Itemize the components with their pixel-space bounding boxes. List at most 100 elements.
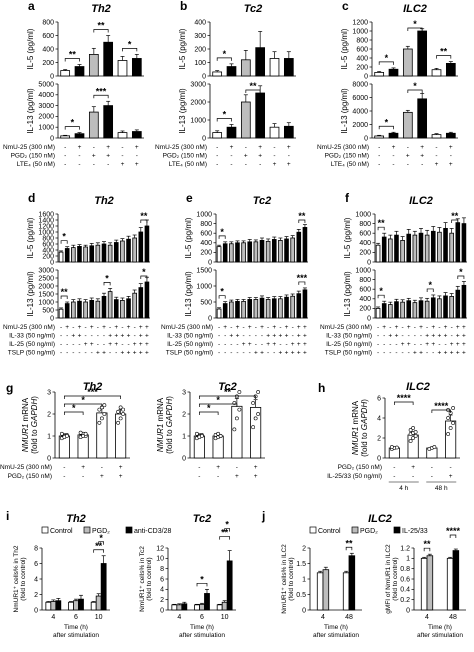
panel-g-Th2-data-point (99, 416, 104, 421)
panel-d-sub1-sig-label: ** (61, 287, 69, 297)
panel-a-condition-label: NmU-25 (300 nM) (3, 144, 55, 151)
panel-e-sub1-13-bar (296, 293, 302, 319)
panel-g-Tc2-sig-label: ** (224, 387, 232, 397)
panel-g-condition-sign: - (63, 464, 65, 471)
panel-d-sub0-y-tick-label: 1200 (38, 223, 54, 230)
panel-g-Tc2-y-tick-label: 2 (182, 411, 186, 418)
panel-b-sub0-2-bar (240, 59, 251, 77)
panel-e-condition-sign: - (267, 350, 269, 357)
panel-i-g0-y-tick-label: 6 (34, 561, 38, 568)
panel-j-g1-y-tick-label: 0 (406, 607, 410, 614)
panel-e-sub1-y-tick-label: 500 (200, 299, 212, 306)
panel-h-condition-sign: - (393, 473, 395, 480)
panel-i-g0-x-tick-label: 4 (51, 614, 55, 621)
panel-e-condition-sign: + (291, 341, 295, 348)
panel-g-Tc2-data-point (234, 416, 239, 421)
panel-j-g1-sig-bracket (449, 534, 457, 539)
panel-d-condition-sign: + (139, 341, 143, 348)
panel-j-g0-x0-s1-bar (322, 569, 330, 611)
panel-f-sub1-y-label: IL-13 (pg/ml) (343, 271, 352, 317)
panel-g-Th2-data-point (121, 412, 126, 416)
panel-e-condition-sign: + (297, 324, 301, 331)
panel-d-sub1-y-tick-label: 1000 (38, 299, 54, 306)
panel-e-sub1-11-bar (284, 296, 289, 319)
panel-c-condition-sign: + (449, 161, 453, 168)
panel-e-condition-sign: - (249, 333, 251, 340)
panel-e-sub0-14-bar (302, 227, 308, 263)
panel-e-condition-sign: - (261, 333, 263, 340)
panel-b-condition-sign: - (230, 153, 232, 160)
panel-e-sub0-10-bar (278, 239, 283, 263)
panel-f-condition-sign: - (383, 350, 385, 357)
panel-a-sub0-1-bar (74, 66, 85, 77)
panel-d-sub1-0-bar (58, 308, 64, 319)
panel-d-sub1-7-bar (101, 295, 107, 319)
panel-a-sub1-3-bar (103, 105, 114, 139)
panel-d-sub1-12-bar (132, 292, 137, 319)
panel-f-sub0-1-bar (381, 236, 387, 263)
panel-b-sub1-5-bar (283, 125, 294, 139)
panel-e-sub0-sig-bracket (298, 219, 306, 223)
panel-e-condition-sign: + (266, 333, 270, 340)
panel-i-g1-x1-s1-bar (199, 603, 205, 611)
panel-g-Th2-data-point (121, 407, 126, 412)
panel-h-y-tick-label: 4 (377, 415, 381, 422)
panel-f-sub1-y-tick-label: 1000 (355, 267, 371, 274)
panel-e-condition-sign: - (261, 341, 263, 348)
panel-d-condition-sign: - (72, 350, 74, 357)
panel-i-g1-x0-s1-bar (176, 604, 183, 611)
panel-d-sub0-7-bar (101, 243, 107, 263)
panel-d-sub0-9-bar (113, 242, 119, 263)
panel-j-legend-swatch (351, 526, 359, 534)
panel-e-sub1-12-bar (290, 295, 295, 319)
panel-i-g1-y-tick-label: 6 (160, 576, 164, 583)
panel-g-condition-sign: - (198, 473, 200, 480)
panel-e-condition-sign: + (266, 341, 270, 348)
panel-e-sub1-sig-label: *** (297, 273, 308, 283)
panel-e-condition-sign: - (273, 350, 275, 357)
panel-a-condition-sign: - (136, 153, 138, 160)
panel-f-sub0-6-bar (412, 234, 418, 263)
panel-g-condition-sign: - (63, 473, 65, 480)
panel-d-condition-sign: + (145, 324, 149, 331)
panel-i-g1-y-tick-label: 2 (160, 597, 164, 604)
panel-f-condition-sign: - (420, 341, 422, 348)
panel-d-condition-sign: + (145, 341, 149, 348)
panel-j-g0-x-tick-label: 4 (321, 614, 325, 621)
panel-a-sub0-y-tick-label: 200 (42, 60, 54, 67)
panel-d-condition-sign: + (90, 341, 94, 348)
panel-e-condition-sign: - (218, 350, 220, 357)
panel-f-condition-sign: + (431, 324, 435, 331)
panel-i-g1-x1-s0-bar (194, 604, 200, 611)
panel-g-Th2-sig-label: * (72, 403, 76, 413)
panel-j-legend-swatch (309, 526, 317, 534)
panel-d-condition-sign: - (97, 324, 99, 331)
panel-i-g1-sig-bracket (224, 528, 231, 532)
panel-j-g1-x1-s0-bar (446, 557, 454, 611)
panel-d-condition-sign: - (60, 350, 62, 357)
panel-e-condition-sign: + (303, 350, 307, 357)
panel-i-g0-x-label-2: after stimulation (53, 632, 99, 639)
panel-d-sub1-y-tick-label: 1500 (38, 291, 54, 298)
panel-g-Tc2-data-point (194, 431, 199, 436)
panel-i-g0-sig-label: ** (95, 541, 103, 551)
panel-c-sub1-3-bar (417, 98, 428, 139)
panel-c-sub0-y-tick-label: 0 (364, 73, 368, 80)
panel-f-condition-sign: - (377, 324, 379, 331)
panel-c-sub0-4-bar (431, 69, 442, 77)
panel-e-condition-sign: - (243, 350, 245, 357)
panel-h-sig-label: **** (434, 401, 449, 411)
panel-e-sub0-y-label: IL-5 (pg/ml) (184, 217, 193, 258)
panel-d-condition-sign: - (91, 350, 93, 357)
panel-d-condition-sign: + (90, 324, 94, 331)
panel-c-sub0-sig-bracket (436, 55, 452, 59)
panel-a-condition-sign: + (78, 144, 82, 151)
panel-d-sub0-0-bar (58, 251, 64, 263)
panel-d-title: Th2 (94, 195, 114, 207)
panel-d-sub1-4-bar (83, 301, 88, 319)
panel-d-sub1-11-bar (126, 298, 131, 319)
panel-a-sub1-y-tick-label: 0 (50, 135, 54, 142)
panel-b-condition-sign: - (230, 161, 232, 168)
panel-d-condition-sign: - (72, 324, 74, 331)
panel-d-sub1-sig-bracket (103, 282, 111, 286)
